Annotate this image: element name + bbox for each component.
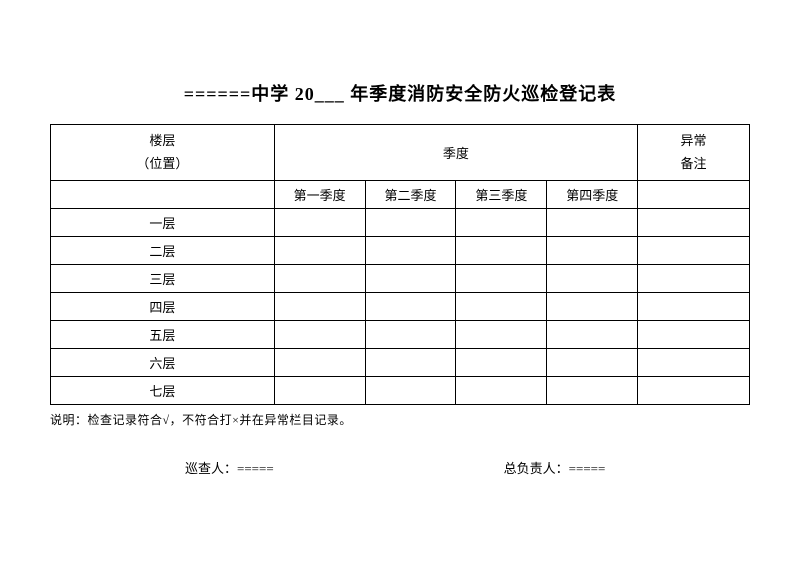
header-quarter: 季度	[274, 125, 637, 181]
cell-remark	[638, 376, 750, 404]
table-header-row: 楼层 （位置） 季度 异常 备注	[51, 125, 750, 181]
header-remark: 异常 备注	[638, 125, 750, 181]
floor-label: 五层	[51, 320, 275, 348]
table-row: 七层	[51, 376, 750, 404]
floor-label: 一层	[51, 208, 275, 236]
cell-q1	[274, 264, 365, 292]
header-floor: 楼层 （位置）	[51, 125, 275, 181]
cell-q3	[456, 348, 547, 376]
cell-remark	[638, 264, 750, 292]
header-q1: 第一季度	[274, 180, 365, 208]
floor-label: 四层	[51, 292, 275, 320]
cell-q4	[547, 264, 638, 292]
cell-remark	[638, 292, 750, 320]
cell-q1	[274, 320, 365, 348]
cell-q3	[456, 376, 547, 404]
header-remark-line2: 备注	[640, 152, 747, 175]
cell-remark	[638, 208, 750, 236]
floor-label: 三层	[51, 264, 275, 292]
cell-q2	[365, 236, 456, 264]
header-floor-line1: 楼层	[53, 129, 272, 152]
cell-q4	[547, 376, 638, 404]
cell-q3	[456, 320, 547, 348]
inspector-signature: 巡查人：=====	[185, 458, 274, 477]
cell-q3	[456, 208, 547, 236]
page-title: ======中学 20___ 年季度消防安全防火巡检登记表	[50, 80, 750, 106]
cell-q4	[547, 320, 638, 348]
cell-q4	[547, 208, 638, 236]
table-row: 四层	[51, 292, 750, 320]
cell-q2	[365, 292, 456, 320]
floor-label: 六层	[51, 348, 275, 376]
floor-label: 七层	[51, 376, 275, 404]
cell-remark	[638, 320, 750, 348]
table-row: 二层	[51, 236, 750, 264]
cell-q2	[365, 208, 456, 236]
header-floor-line2: （位置）	[53, 152, 272, 175]
cell-q4	[547, 348, 638, 376]
floor-label: 二层	[51, 236, 275, 264]
cell-q2	[365, 320, 456, 348]
cell-q3	[456, 236, 547, 264]
cell-q2	[365, 264, 456, 292]
cell-q4	[547, 236, 638, 264]
cell-remark	[638, 236, 750, 264]
cell-q1	[274, 348, 365, 376]
table-row: 一层	[51, 208, 750, 236]
table-subheader-row: 第一季度 第二季度 第三季度 第四季度	[51, 180, 750, 208]
subheader-blank	[51, 180, 275, 208]
inspection-table: 楼层 （位置） 季度 异常 备注 第一季度 第二季度 第三季度 第四季度 一层 …	[50, 124, 750, 405]
table-row: 五层	[51, 320, 750, 348]
subheader-remark-blank	[638, 180, 750, 208]
cell-q1	[274, 292, 365, 320]
responsible-signature: 总负责人：=====	[504, 458, 606, 477]
cell-q4	[547, 292, 638, 320]
cell-q3	[456, 264, 547, 292]
header-q3: 第三季度	[456, 180, 547, 208]
cell-q1	[274, 236, 365, 264]
cell-q2	[365, 376, 456, 404]
cell-remark	[638, 348, 750, 376]
cell-q1	[274, 208, 365, 236]
note-text: 说明：检查记录符合√，不符合打×并在异常栏目记录。	[50, 411, 750, 428]
cell-q1	[274, 376, 365, 404]
header-q2: 第二季度	[365, 180, 456, 208]
header-remark-line1: 异常	[640, 129, 747, 152]
header-q4: 第四季度	[547, 180, 638, 208]
signatures-row: 巡查人：===== 总负责人：=====	[50, 458, 750, 477]
table-row: 六层	[51, 348, 750, 376]
cell-q2	[365, 348, 456, 376]
cell-q3	[456, 292, 547, 320]
table-row: 三层	[51, 264, 750, 292]
